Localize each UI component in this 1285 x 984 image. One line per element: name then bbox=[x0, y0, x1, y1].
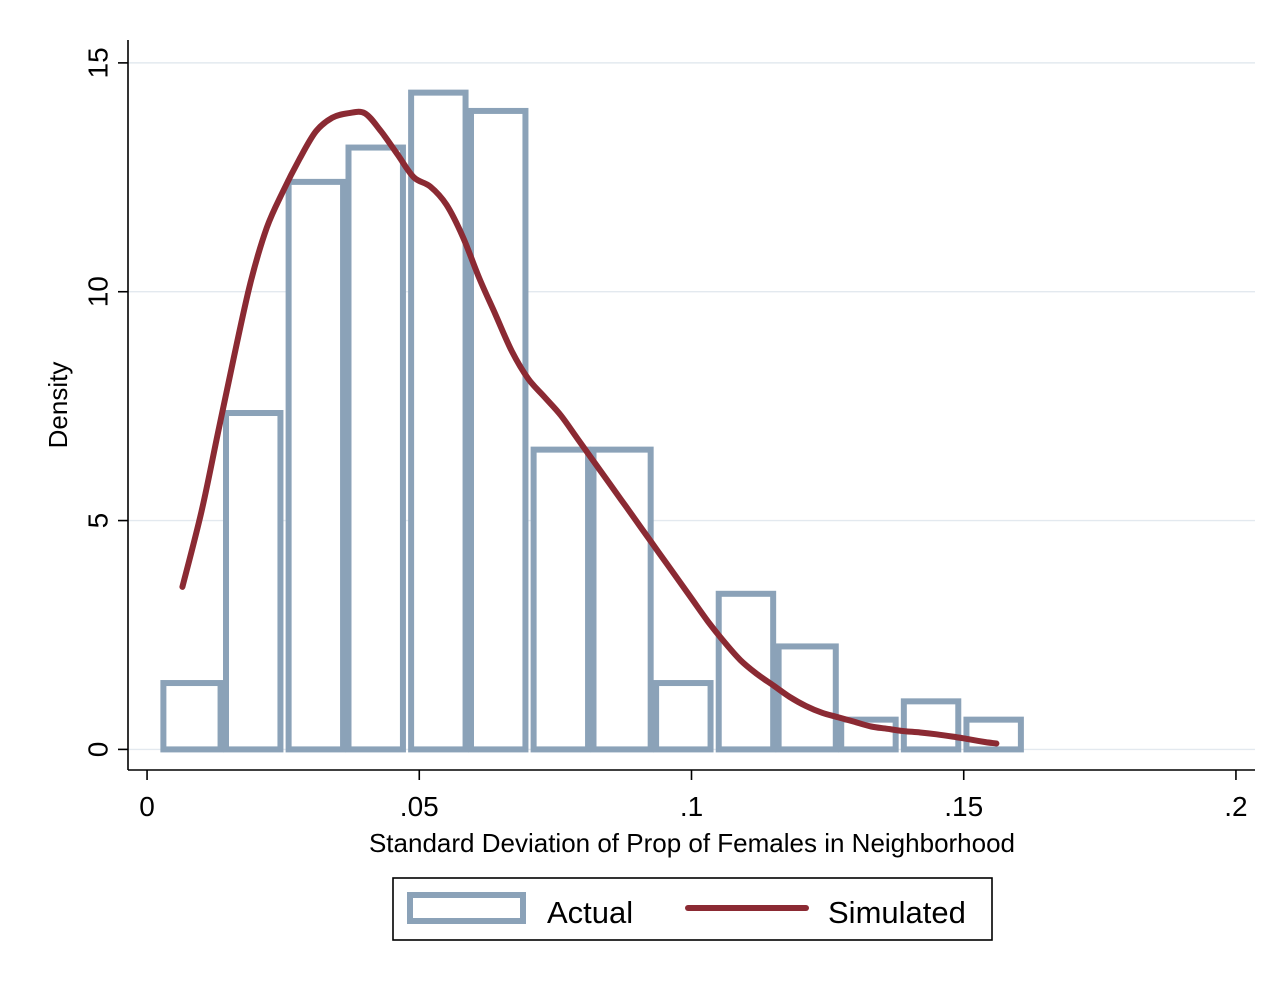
histogram-bar-3 bbox=[345, 144, 406, 753]
histogram-bar-8 bbox=[653, 680, 714, 753]
legend-label-simulated: Simulated bbox=[828, 895, 966, 930]
histogram-bar-2 bbox=[285, 178, 347, 753]
density-line-layer bbox=[179, 108, 1000, 747]
y-tick-label-1: 5 bbox=[83, 513, 114, 529]
histogram-bar-9 bbox=[715, 590, 777, 753]
histogram-bar-4 bbox=[408, 89, 469, 753]
axis-ticks: 0 5 10 15 0 .05 .1 .15 .2 bbox=[83, 47, 1248, 822]
histogram-bar-0 bbox=[160, 680, 224, 753]
legend: Actual Simulated bbox=[392, 877, 993, 941]
histogram-bar-7 bbox=[590, 446, 654, 753]
x-tick-label-3: .15 bbox=[944, 791, 983, 822]
histogram-bars bbox=[160, 89, 1024, 753]
y-tick-label-2: 10 bbox=[83, 276, 114, 307]
y-axis-title: Density bbox=[43, 362, 73, 449]
y-tick-label-0: 0 bbox=[83, 742, 114, 758]
y-tick-label-3: 15 bbox=[83, 47, 114, 78]
x-axis-title: Standard Deviation of Prop of Females in… bbox=[369, 828, 1015, 858]
x-tick-label-1: .05 bbox=[400, 791, 439, 822]
legend-label-actual: Actual bbox=[547, 895, 633, 930]
x-tick-label-0: 0 bbox=[139, 791, 155, 822]
x-tick-label-4: .2 bbox=[1224, 791, 1247, 822]
histogram-bar-12 bbox=[900, 698, 962, 753]
legend-swatch-actual bbox=[407, 892, 526, 924]
x-tick-label-2: .1 bbox=[680, 791, 703, 822]
histogram-bar-1 bbox=[223, 410, 284, 753]
histogram-bar-6 bbox=[530, 446, 592, 753]
histogram-bar-5 bbox=[468, 107, 529, 753]
simulated-density-line bbox=[179, 108, 1000, 747]
